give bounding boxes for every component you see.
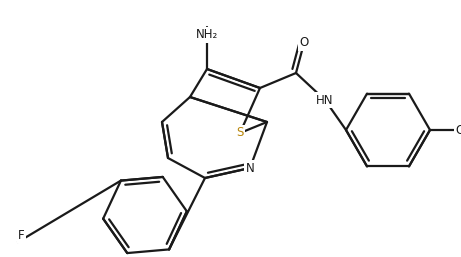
Text: Cl: Cl xyxy=(455,124,461,136)
Text: N: N xyxy=(246,161,254,175)
Text: HN: HN xyxy=(316,94,334,106)
Text: NH₂: NH₂ xyxy=(196,29,218,41)
Text: O: O xyxy=(299,36,308,50)
Text: F: F xyxy=(18,229,24,242)
Text: S: S xyxy=(236,126,244,140)
